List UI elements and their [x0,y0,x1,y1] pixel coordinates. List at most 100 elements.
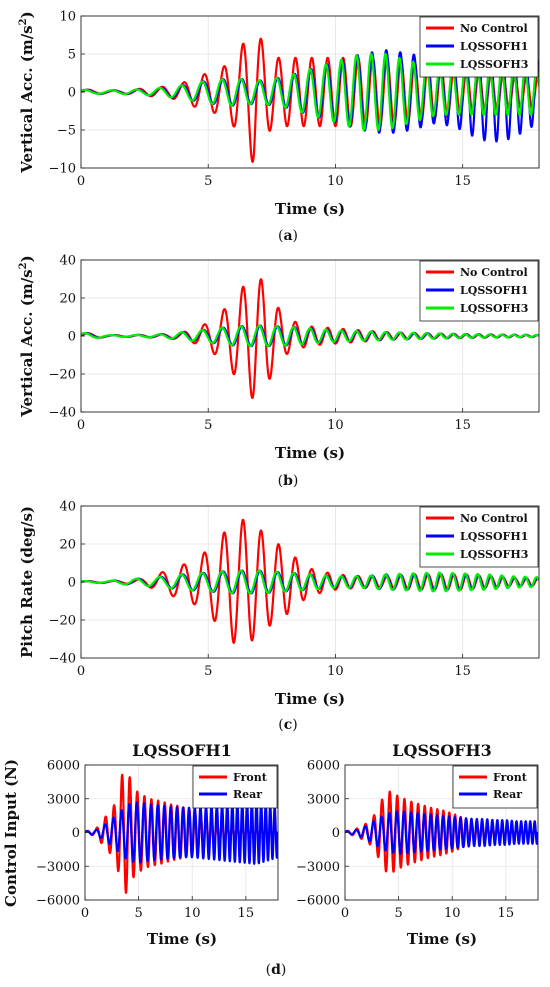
x-axis-label-d-left: Time (s) [147,930,217,948]
legend-label: No Control [460,512,528,525]
legend-box [452,765,538,809]
y-tick-label: −10 [49,162,76,177]
y-tick-label: 0 [68,86,76,101]
legend-label: No Control [460,266,528,279]
series-line-lqssofh3 [81,324,539,348]
legend-box [192,765,278,809]
x-tick-label: 15 [454,664,471,679]
legend-label: No Control [460,22,528,35]
y-tick-label: 3000 [307,792,340,807]
y-axis-label-c: Pitch Rate (deg/s) [18,506,36,658]
legend-label: LQSSOFH3 [460,58,528,71]
x-axis-label-a: Time (s) [275,200,345,218]
x-tick-label: 15 [238,906,255,921]
y-tick-label: 6000 [47,759,80,774]
caption-a: (a) [278,228,298,244]
chart-4: 0 5 10 15 −6000 −3000 0 3000 6000 Front Rear [296,759,539,921]
y-axis-label-text-b: Vertical Acc. (m/s2) [18,255,36,417]
x-tick-label: 5 [394,906,402,921]
y-tick-label: −40 [49,652,76,667]
caption-c: (c) [278,717,297,733]
legend: No Control LQSSOFH1 LQSSOFH3 [419,260,539,322]
chart-panel-d-left: LQSSOFH1 Control Input (N) Time (s) [2,741,232,948]
y-axis-label-b: Vertical Acc. (m/s2) [18,255,36,417]
y-tick-label: 3000 [47,792,80,807]
series-layer [345,790,538,873]
legend: Front Rear [452,765,538,809]
chart-panel-a: Vertical Acc. (m/s2) Time (s) (a) [18,11,345,244]
legend-label: LQSSOFH3 [460,548,528,561]
x-tick-label: 0 [77,664,85,679]
y-tick-label: −5 [57,124,76,139]
chart-3: 0 5 10 15 −6000 −3000 0 3000 6000 Front Rear [36,759,279,921]
x-tick-label: 5 [204,418,212,433]
series-line-rear [85,799,278,865]
x-tick-label: 15 [454,174,471,189]
x-tick-label: 0 [77,174,85,189]
y-tick-label: 20 [59,292,76,307]
x-tick-label: 0 [77,418,85,433]
legend: No Control LQSSOFH1 LQSSOFH3 [419,16,539,78]
x-tick-label: 15 [498,906,515,921]
series-line-lqssofh3 [81,52,539,132]
y-tick-label: −20 [49,614,76,629]
x-tick-label: 5 [204,664,212,679]
x-tick-label: 5 [134,906,142,921]
chart-1: 0 5 10 15 −40 −20 0 20 40 No Control LQSSOFH1 LQSSO… [49,254,540,433]
legend-label: Rear [233,788,262,801]
y-axis-label-text-a: Vertical Acc. (m/s2) [18,11,36,173]
plot-layer: 0 5 10 15 −10 −5 0 5 10 No Control LQSSOFH1 LQSSOFH… [36,10,540,921]
legend-label: LQSSOFH1 [460,284,528,297]
x-tick-label: 10 [327,664,344,679]
y-tick-label: −40 [49,406,76,421]
y-tick-label: 10 [59,10,76,25]
caption-b: (b) [278,473,299,489]
legend-label: Rear [493,788,522,801]
x-tick-label: 15 [454,418,471,433]
y-tick-label: −20 [49,368,76,383]
series-layer [81,518,539,644]
y-tick-label: 6000 [307,759,340,774]
series-line-rear [345,810,538,855]
y-tick-label: 40 [59,500,76,515]
title-d-left: LQSSOFH1 [132,741,232,760]
legend-label: LQSSOFH3 [460,302,528,315]
x-tick-label: 10 [184,906,201,921]
y-tick-label: 0 [68,330,76,345]
y-tick-label: 5 [68,48,76,63]
y-tick-label: −3000 [296,860,340,875]
series-layer [81,37,539,163]
legend: Front Rear [192,765,278,809]
y-tick-label: 20 [59,538,76,553]
legend: No Control LQSSOFH1 LQSSOFH3 [419,506,539,568]
chart-panel-b: Vertical Acc. (m/s2) Time (s) (b) [18,255,345,489]
chart-0: 0 5 10 15 −10 −5 0 5 10 No Control LQSSOFH1 LQSSOFH… [49,10,540,189]
x-axis-label-b: Time (s) [275,444,345,462]
x-axis-label-d-right: Time (s) [407,930,477,948]
x-tick-label: 10 [444,906,461,921]
x-tick-label: 0 [81,906,89,921]
chart-panel-c: Pitch Rate (deg/s) Time (s) (c) [18,506,345,733]
legend-label: LQSSOFH1 [460,530,528,543]
legend-label: Front [493,771,528,784]
y-tick-label: −3000 [36,860,80,875]
legend-label: LQSSOFH1 [460,40,528,53]
y-tick-label: −6000 [296,894,340,909]
title-d-right: LQSSOFH3 [392,741,492,760]
y-axis-label-d: Control Input (N) [2,759,20,907]
chart-panel-d-right: LQSSOFH3 Time (s) [392,741,492,948]
chart-2: 0 5 10 15 −40 −20 0 20 40 No Control LQSSOFH1 LQSSO… [49,500,540,679]
x-tick-label: 0 [341,906,349,921]
x-tick-label: 10 [327,418,344,433]
x-axis-label-c: Time (s) [275,690,345,708]
caption-d: (d) [266,962,287,978]
y-tick-label: 0 [68,576,76,591]
x-tick-label: 5 [204,174,212,189]
x-tick-label: 10 [327,174,344,189]
series-line-lqssofh3 [81,569,539,595]
y-tick-label: 0 [332,826,340,841]
series-layer [85,773,278,894]
series-layer [81,278,539,400]
y-tick-label: −6000 [36,894,80,909]
